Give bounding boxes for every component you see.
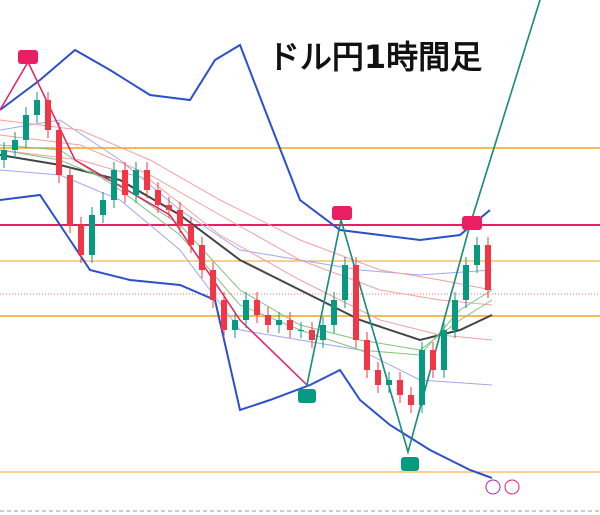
candle-body [89, 215, 95, 255]
candle-body [386, 380, 392, 385]
candle-body [298, 330, 304, 331]
pivot-marker [18, 50, 38, 64]
zigzag [306, 0, 541, 455]
pivot-marker [332, 206, 352, 220]
candle-body [34, 100, 40, 115]
candle-body [331, 300, 337, 325]
candle-body [144, 170, 150, 190]
candle-body [375, 370, 381, 385]
candle-body [166, 205, 172, 210]
event-icon [504, 479, 520, 495]
band [0, 169, 493, 386]
candle-body [309, 330, 315, 340]
candle-body [342, 265, 348, 300]
candle-body [353, 265, 359, 340]
candle-body [12, 140, 18, 150]
candle-body [419, 350, 425, 405]
candle-body [232, 320, 238, 330]
candle-body [452, 300, 458, 330]
candle-body [474, 245, 480, 265]
candle-body [364, 340, 370, 370]
ribbon [0, 119, 493, 291]
candle-body [320, 325, 326, 340]
candle-body [441, 330, 447, 370]
candle-body [221, 300, 227, 330]
candle-body [210, 270, 216, 300]
candle-body [177, 210, 183, 225]
candle-body [463, 265, 469, 300]
candles [1, 92, 491, 413]
ribbon [0, 149, 493, 341]
candle-body [430, 350, 436, 370]
candle-body [155, 190, 161, 205]
candle-body [408, 395, 414, 405]
band-lower [0, 193, 493, 479]
candle-body [276, 320, 282, 325]
pivot-marker [401, 457, 419, 471]
candle-body [23, 115, 29, 140]
ribbon [0, 134, 493, 306]
candle-body [56, 130, 62, 175]
candle-body [287, 320, 293, 330]
candle-body [78, 225, 84, 255]
candle-body [133, 170, 139, 195]
band-upper [0, 43, 491, 242]
pivot-marker [462, 216, 482, 230]
pivot-marker [298, 389, 316, 403]
candle-body [485, 245, 491, 290]
band [0, 119, 493, 276]
candle-body [243, 300, 249, 320]
candle-body [67, 175, 73, 225]
candle-body [1, 150, 7, 160]
candle-body [188, 225, 194, 245]
candle-body [199, 245, 205, 270]
event-icon [485, 479, 501, 495]
candle-body [122, 170, 128, 195]
candle-body [45, 100, 51, 130]
candle-body [111, 170, 117, 200]
candle-body [254, 300, 260, 315]
candle-body [265, 315, 271, 325]
candle-body [100, 200, 106, 215]
candle-body [397, 380, 403, 395]
chart-title: ドル円1時間足 [268, 38, 482, 76]
